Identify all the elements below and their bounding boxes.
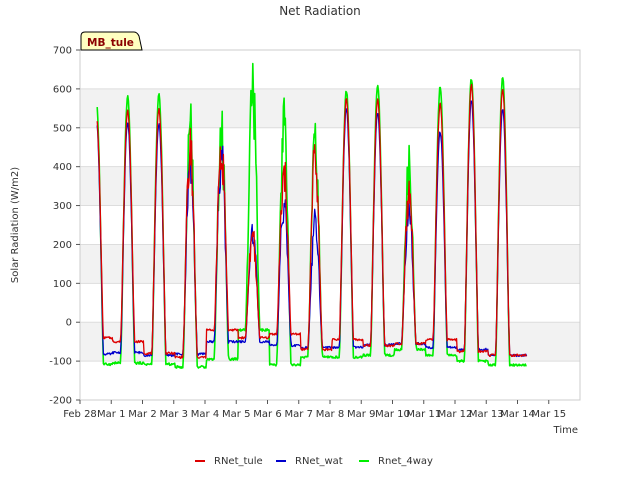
y-tick-label: 700 <box>53 46 72 57</box>
y-tick-label: 500 <box>53 123 72 134</box>
x-tick-label: Mar 7 <box>285 409 313 420</box>
series-line-rnet-tule <box>96 83 527 360</box>
y-tick-label: 300 <box>53 201 72 212</box>
background-band <box>80 88 580 128</box>
x-tick-label: Mar 13 <box>469 409 504 420</box>
x-tick-label: Mar 14 <box>500 409 535 420</box>
y-tick-label: 600 <box>53 84 72 95</box>
series-line-rnet-wat <box>96 100 528 358</box>
x-tick-label: Mar 12 <box>438 409 473 420</box>
x-tick-label: Mar 8 <box>316 409 344 420</box>
y-tick-label: 100 <box>53 279 72 290</box>
y-axis-title: Solar Radiation (W/m2) <box>10 167 21 283</box>
background-band <box>80 322 580 362</box>
y-tick-label: 200 <box>53 240 72 251</box>
x-axis-title: Time <box>553 425 578 436</box>
x-axis-ticks: Feb 28 Mar 1 Mar 2 Mar 3 Mar 4 Mar 5 Mar 6 Mar … <box>63 400 566 420</box>
y-tick-label: 0 <box>66 318 72 329</box>
x-tick-label: Mar 2 <box>128 409 156 420</box>
y-tick-label: -200 <box>49 396 72 407</box>
x-tick-label: Mar 9 <box>347 409 375 420</box>
x-tick-label: Mar 10 <box>375 409 410 420</box>
y-axis-ticks: -200 -100 0 100 200 300 400 500 600 700 <box>49 46 80 407</box>
legend: RNet_tule RNet_wat Rnet_4way <box>195 456 433 467</box>
site-badge-shape <box>80 31 143 51</box>
series-lines <box>96 62 528 369</box>
y-tick-label: -100 <box>49 357 72 368</box>
y-tick-label: 400 <box>53 162 72 173</box>
x-tick-label: Mar 4 <box>191 409 219 420</box>
site-badge: MB_tule <box>80 31 143 51</box>
legend-label: Rnet_4way <box>378 456 433 467</box>
x-tick-label: Mar 15 <box>531 409 566 420</box>
legend-label: RNet_tule <box>214 456 263 467</box>
x-tick-label: Mar 3 <box>160 409 188 420</box>
x-tick-label: Mar 1 <box>97 409 125 420</box>
x-tick-label: Mar 6 <box>253 409 281 420</box>
legend-label: RNet_wat <box>295 456 343 467</box>
site-badge-label: MB_tule <box>87 37 134 49</box>
x-tick-label: Mar 5 <box>222 409 250 420</box>
x-tick-label: Feb 28 <box>63 409 97 420</box>
chart-title: Net Radiation <box>279 4 361 18</box>
x-tick-label: Mar 11 <box>406 409 441 420</box>
